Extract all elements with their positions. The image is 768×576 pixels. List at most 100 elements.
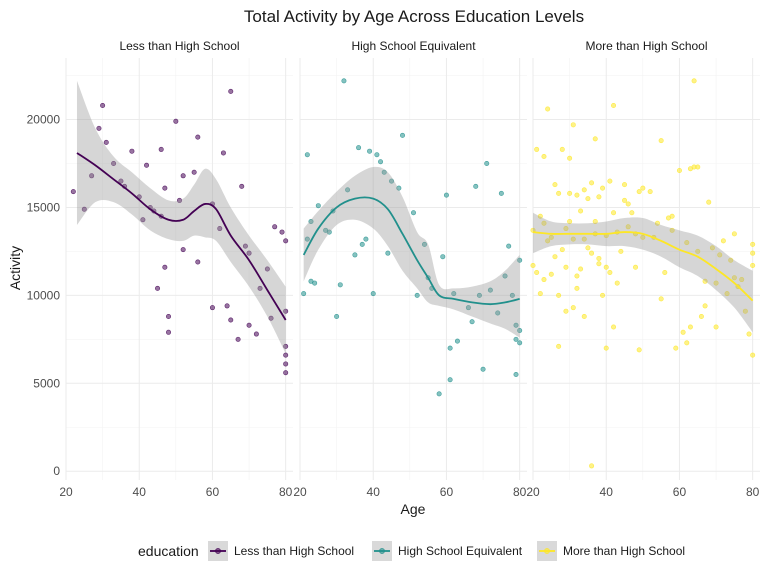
x-axis-label: Age xyxy=(401,501,426,517)
data-point xyxy=(279,229,285,235)
data-point xyxy=(636,347,642,353)
data-point xyxy=(706,199,712,205)
data-point xyxy=(537,213,543,219)
legend-entry: Less than High School xyxy=(208,541,354,561)
data-point xyxy=(103,139,109,145)
legend-key-point xyxy=(544,548,550,554)
y-tick-label: 20000 xyxy=(27,113,61,127)
data-point xyxy=(640,185,646,191)
data-point xyxy=(673,345,679,351)
data-point xyxy=(268,315,274,321)
facet-strip-label: High School Equivalent xyxy=(351,39,476,53)
data-point xyxy=(70,189,76,195)
y-tick-label: 5000 xyxy=(33,376,60,390)
data-point xyxy=(574,285,580,291)
facet-strip-label: Less than High School xyxy=(119,39,239,53)
data-point xyxy=(585,196,591,202)
data-point xyxy=(676,168,682,174)
facet-strip-label: More than High School xyxy=(585,39,707,53)
data-point xyxy=(239,183,245,189)
x-tick-label: 80 xyxy=(746,485,760,499)
data-point xyxy=(567,219,573,225)
data-point xyxy=(662,270,668,276)
data-point xyxy=(480,366,486,372)
legend: education Less than High School High Scho… xyxy=(138,541,685,561)
data-point xyxy=(713,324,719,330)
data-point xyxy=(534,270,540,276)
data-point xyxy=(509,292,515,298)
data-point xyxy=(326,229,332,235)
data-point xyxy=(224,303,230,309)
data-point xyxy=(530,262,536,268)
data-point xyxy=(658,138,664,144)
data-point xyxy=(440,254,446,260)
data-point xyxy=(728,257,734,263)
data-point xyxy=(709,245,715,251)
data-point xyxy=(506,243,512,249)
data-point xyxy=(301,291,307,297)
data-point xyxy=(502,273,508,279)
data-point xyxy=(720,238,726,244)
data-point xyxy=(724,291,730,297)
confidence-band xyxy=(533,212,753,333)
data-point xyxy=(611,102,617,108)
data-point xyxy=(96,125,102,131)
data-point xyxy=(177,197,183,203)
data-point xyxy=(158,146,164,152)
x-tick-label: 60 xyxy=(440,485,454,499)
data-point xyxy=(304,236,310,242)
legend-title: education xyxy=(138,543,199,559)
data-point xyxy=(257,285,263,291)
legend-label: Less than High School xyxy=(234,544,354,558)
data-point xyxy=(414,292,420,298)
data-point xyxy=(374,152,380,158)
data-point xyxy=(155,285,161,291)
data-point xyxy=(552,182,558,188)
data-point xyxy=(517,328,523,334)
data-point xyxy=(140,217,146,223)
data-point xyxy=(578,208,584,214)
data-point xyxy=(680,329,686,335)
smooth-line xyxy=(302,196,520,306)
data-point xyxy=(246,322,252,328)
data-point xyxy=(180,173,186,179)
confidence-band xyxy=(76,80,286,354)
data-point xyxy=(191,169,197,175)
data-point xyxy=(312,280,318,286)
data-point xyxy=(484,161,490,167)
data-point xyxy=(563,264,569,270)
data-point xyxy=(592,219,598,225)
data-point xyxy=(647,189,653,195)
data-point xyxy=(389,178,395,184)
data-point xyxy=(513,322,519,328)
data-point xyxy=(581,313,587,319)
data-point xyxy=(537,291,543,297)
x-tick-label: 80 xyxy=(279,485,293,499)
data-point xyxy=(381,169,387,175)
data-point xyxy=(180,247,186,253)
data-point xyxy=(559,146,565,152)
data-point xyxy=(396,185,402,191)
smooth-line xyxy=(76,152,287,321)
data-point xyxy=(195,259,201,265)
data-point xyxy=(589,180,595,186)
data-point xyxy=(548,234,554,240)
data-point xyxy=(717,252,723,258)
data-point xyxy=(731,231,737,237)
data-point xyxy=(684,340,690,346)
data-point xyxy=(622,182,628,188)
data-point xyxy=(603,345,609,351)
data-point xyxy=(618,248,624,254)
data-point xyxy=(81,206,87,212)
data-point xyxy=(272,224,278,230)
data-point xyxy=(111,161,117,167)
facet-panel: Less than High School 20 40 60 80 0 5000 10000 1… xyxy=(27,39,293,499)
data-point xyxy=(581,187,587,193)
data-point xyxy=(545,238,551,244)
x-tick-label: 20 xyxy=(293,485,307,499)
data-point xyxy=(356,145,362,151)
data-point xyxy=(517,257,523,263)
data-point xyxy=(589,250,595,256)
data-point xyxy=(264,266,270,272)
data-point xyxy=(581,236,587,242)
